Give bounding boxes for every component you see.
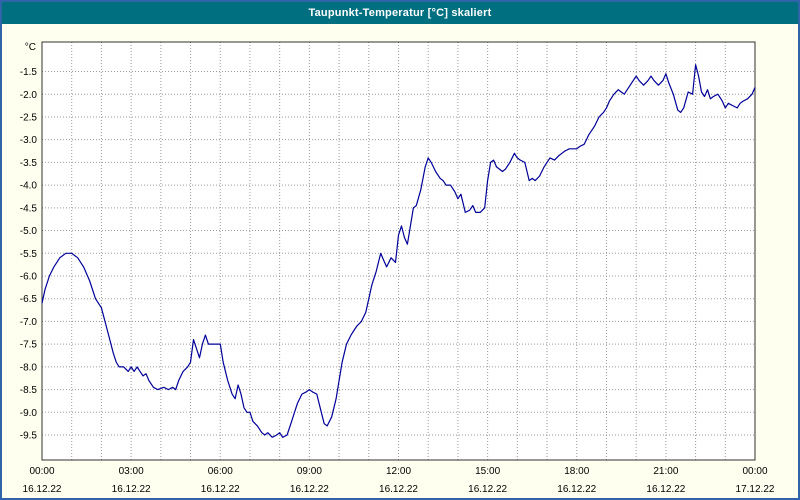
x-tick-time-label: 21:00 — [653, 466, 678, 477]
y-tick-label: -6.5 — [20, 294, 38, 305]
x-tick-date-label: 16.12.22 — [379, 484, 418, 495]
chart-title: Taupunkt-Temperatur [°C] skaliert — [308, 7, 492, 19]
y-tick-label: -5.5 — [20, 249, 38, 260]
y-axis-unit-label: °C — [25, 42, 36, 53]
y-tick-label: -3.0 — [20, 135, 38, 146]
y-tick-label: -9.0 — [20, 408, 38, 419]
title-bar[interactable]: Taupunkt-Temperatur [°C] skaliert — [2, 2, 798, 24]
chart-canvas: °C -1.5 -2.0 -2.5 -3.0 -3.5 -4.0 -4.5 -5.0 -5.5 -6… — [20, 41, 775, 495]
chart-area: °C -1.5 -2.0 -2.5 -3.0 -3.5 -4.0 -4.5 -5.0 -5.5 -6… — [2, 24, 798, 498]
x-tick-time-label: 00:00 — [742, 466, 767, 477]
series-line — [41, 64, 756, 438]
y-tick-label: -4.5 — [20, 203, 38, 214]
x-tick-date-label: 16.12.22 — [201, 484, 240, 495]
x-tick-date-label: 16.12.22 — [468, 484, 507, 495]
y-tick-label: -4.0 — [20, 181, 38, 192]
x-tick-time-label: 15:00 — [475, 466, 500, 477]
x-tick-date-label: 16.12.22 — [557, 484, 596, 495]
x-tick-time-label: 18:00 — [564, 466, 589, 477]
x-tick-time-label: 03:00 — [119, 466, 144, 477]
x-tick-date-label: 16.12.22 — [646, 484, 685, 495]
plot-border — [41, 41, 756, 461]
y-tick-label: -3.5 — [20, 158, 38, 169]
y-tick-label: -5.0 — [20, 226, 38, 237]
y-tick-label: -8.5 — [20, 385, 38, 396]
x-tick-date-label: 16.12.22 — [290, 484, 329, 495]
x-tick-date-label: 16.12.22 — [112, 484, 151, 495]
plot-area — [42, 42, 755, 460]
x-tick-time-label: 09:00 — [297, 466, 322, 477]
y-tick-label: -9.5 — [20, 431, 38, 442]
x-tick-date-label: 17.12.22 — [736, 484, 775, 495]
x-tick-time-label: 12:00 — [386, 466, 411, 477]
x-tick-date-label: 16.12.22 — [23, 484, 62, 495]
x-tick-time-label: 06:00 — [208, 466, 233, 477]
y-tick-label: -2.0 — [20, 90, 38, 101]
y-tick-label: -7.0 — [20, 317, 38, 328]
x-tick-time-label: 00:00 — [29, 466, 54, 477]
y-tick-label: -2.5 — [20, 112, 38, 123]
y-tick-label: -8.0 — [20, 362, 38, 373]
y-tick-label: -6.0 — [20, 271, 38, 282]
y-tick-label: -7.5 — [20, 340, 38, 351]
y-tick-label: -1.5 — [20, 67, 38, 78]
